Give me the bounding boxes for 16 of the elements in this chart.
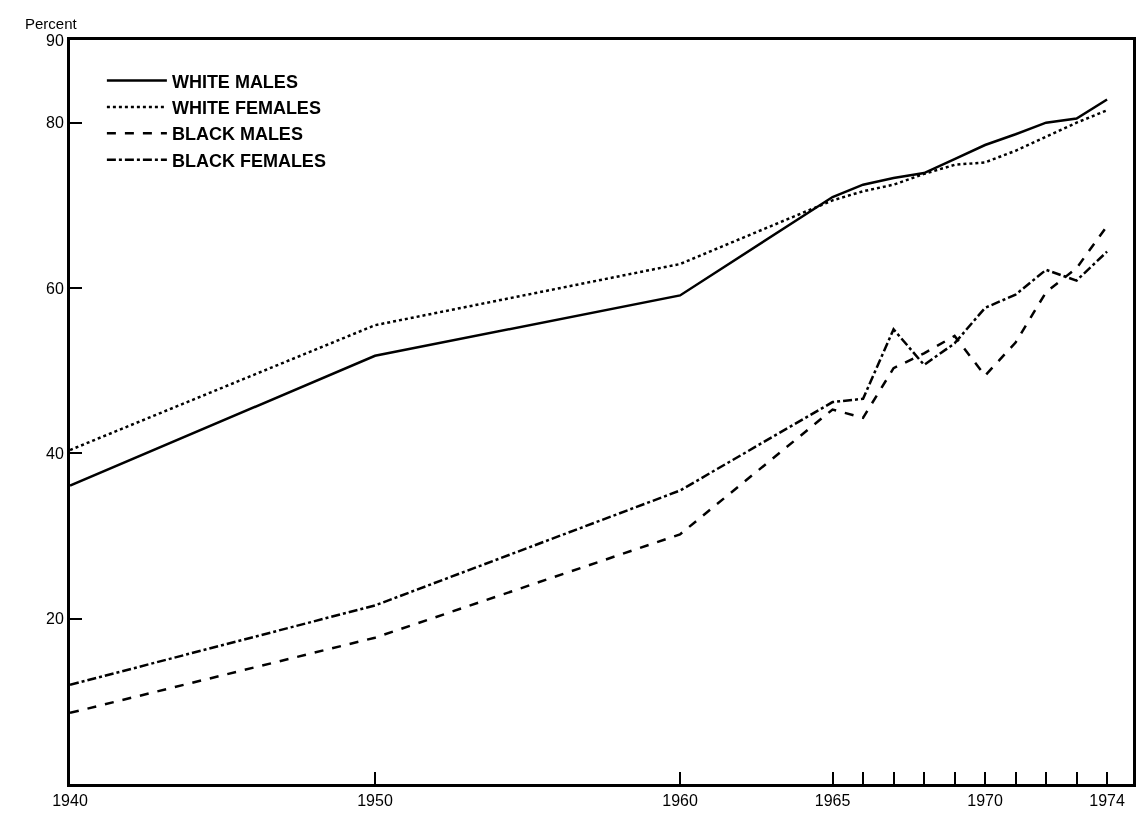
x-tick-label: 1965 — [814, 792, 851, 810]
x-tick-label: 1960 — [662, 792, 698, 810]
legend-label: BLACK FEMALES — [171, 150, 326, 171]
x-tick-label: 1974 — [1089, 792, 1125, 810]
x-tick-label: 1970 — [967, 792, 1003, 810]
y-tick-label: 60 — [46, 279, 64, 297]
legend-label: WHITE MALES — [171, 71, 298, 92]
x-tick-label: 1940 — [52, 792, 88, 810]
y-axis-title: Percent — [25, 15, 78, 32]
y-tick-label: 90 — [46, 31, 64, 49]
legend-label: BLACK MALES — [171, 124, 303, 145]
y-tick-label: 40 — [46, 444, 64, 462]
y-tick-label: 20 — [46, 610, 64, 628]
legend-label: WHITE FEMALES — [171, 97, 321, 118]
y-tick-label: 80 — [46, 114, 64, 132]
x-tick-label: 1950 — [357, 792, 393, 810]
